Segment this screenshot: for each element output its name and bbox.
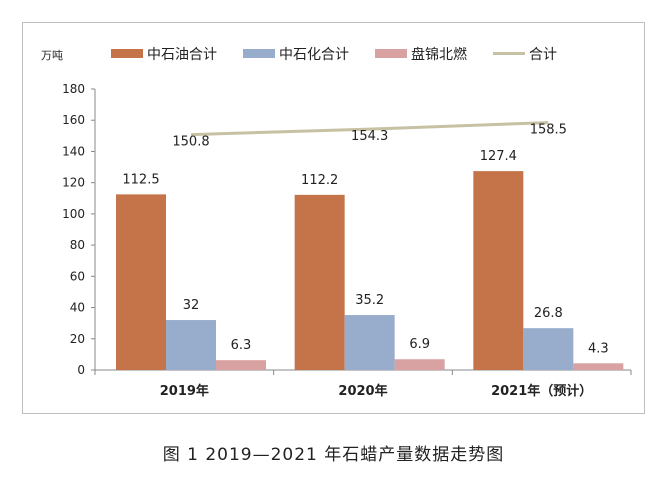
legend-label: 中石油合计 [147, 47, 217, 63]
bar-data-label: 32 [183, 298, 200, 313]
bar-data-label: 6.3 [231, 338, 252, 353]
bar [573, 363, 624, 370]
legend-label: 合计 [529, 47, 557, 63]
y-tick-label: 80 [70, 238, 85, 252]
y-unit-label: 万吨 [41, 49, 63, 62]
bar [166, 320, 216, 370]
bar [216, 360, 266, 370]
bar [116, 194, 166, 370]
bar [344, 315, 395, 370]
bar-data-label: 26.8 [534, 306, 563, 321]
bar [294, 194, 345, 370]
figure-caption: 图 1 2019—2021 年石蜡产量数据走势图 [162, 445, 505, 465]
legend-swatch [375, 49, 407, 58]
bar-data-label: 4.3 [588, 341, 609, 356]
chart-svg: 中石油合计 中石化合计 盘锦北燃 合计 万吨 0 20 40 60 80 100 120 140 160… [41, 46, 632, 399]
legend-swatch [243, 49, 275, 58]
y-tick-label: 120 [62, 176, 85, 190]
y-tick-label: 160 [62, 113, 85, 127]
bar-data-label: 112.2 [301, 173, 338, 188]
x-tick-label: 2020年 [338, 383, 387, 399]
legend-swatch [111, 49, 143, 58]
bar [394, 359, 445, 370]
y-tick-label: 20 [70, 332, 85, 346]
y-tick-label: 180 [62, 82, 85, 96]
x-tick-label: 2021年（预计） [491, 383, 592, 399]
x-tick-label: 2019年 [160, 383, 209, 399]
chart-frame: 中石油合计 中石化合计 盘锦北燃 合计 万吨 0 20 40 60 80 100 120 140 160… [22, 22, 645, 414]
y-tick-label: 0 [77, 363, 85, 377]
y-tick-label: 40 [70, 301, 85, 315]
legend-label: 盘锦北燃 [411, 46, 467, 63]
bar [523, 328, 574, 370]
y-tick-label: 140 [62, 144, 85, 158]
line-data-label: 150.8 [172, 135, 209, 150]
legend-label: 中石化合计 [279, 47, 349, 63]
bar [473, 171, 524, 370]
line-data-label: 154.3 [351, 129, 388, 144]
bar-data-label: 127.4 [480, 149, 517, 164]
bar-data-label: 35.2 [355, 293, 384, 308]
y-tick-label: 60 [70, 269, 85, 283]
bar-data-label: 112.5 [122, 172, 159, 187]
y-tick-label: 100 [62, 207, 85, 221]
bar-data-label: 6.9 [409, 337, 430, 352]
line-data-label: 158.5 [530, 123, 567, 138]
